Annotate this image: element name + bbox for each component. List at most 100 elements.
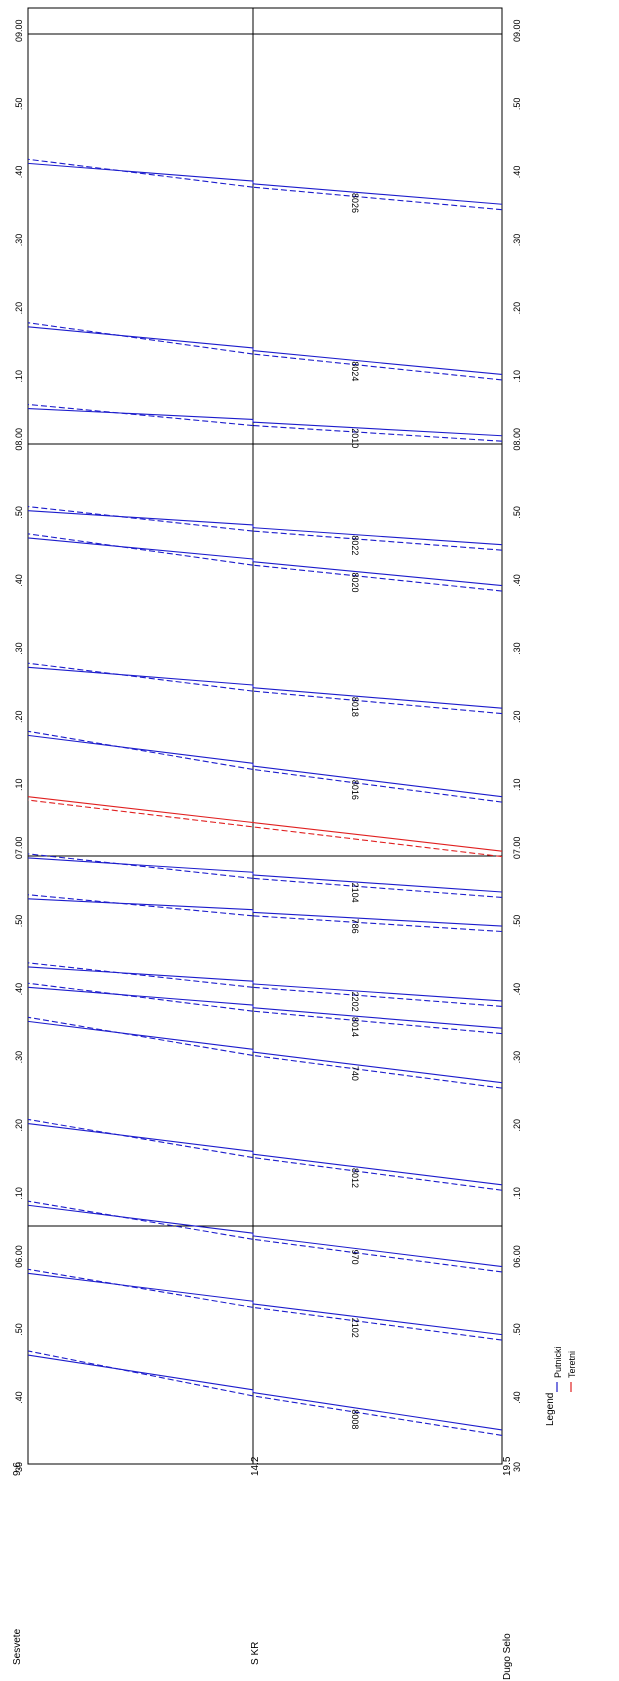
station-label-sesvete: Sesvete <box>12 1628 23 1665</box>
time-tick-label: .30 <box>512 1051 522 1064</box>
train-path <box>252 1235 503 1268</box>
station-km-skr: 14.2 <box>250 1456 261 1476</box>
time-tick-label: .50 <box>14 1323 24 1336</box>
train-path-planned <box>27 982 254 1012</box>
train-path-planned <box>27 1200 254 1240</box>
train-path <box>27 1272 254 1302</box>
time-tick-label: 06.00 <box>512 1245 522 1268</box>
train-path-planned <box>27 403 254 427</box>
train-number-label: 970 <box>350 1250 360 1265</box>
train-path <box>27 666 254 686</box>
time-tick-label: 07.00 <box>512 837 522 860</box>
train-path-planned <box>27 894 254 917</box>
train-number-label: 2202 <box>350 992 360 1012</box>
time-tick-label: 06.00 <box>14 1245 24 1268</box>
time-tick-label: .50 <box>512 915 522 928</box>
train-path <box>252 1153 503 1186</box>
train-path <box>27 1204 254 1234</box>
train-path <box>27 734 254 764</box>
time-tick-label: .20 <box>14 302 24 315</box>
train-number-label: 8016 <box>350 780 360 800</box>
train-number-label: 2010 <box>350 428 360 448</box>
time-tick-label: .50 <box>512 1323 522 1336</box>
train-path-planned <box>252 564 503 592</box>
time-tick-label: .30 <box>14 234 24 247</box>
train-path-planned <box>252 690 503 715</box>
time-tick-label: .20 <box>512 710 522 723</box>
legend-title: Legend <box>545 1393 556 1426</box>
time-tick-label: .30 <box>14 1051 24 1064</box>
train-path <box>27 857 254 873</box>
train-numbers: 8008 2102 970 8012 740 8014 2202 786 2104 8016 801… <box>350 193 360 1429</box>
time-tick-label: .10 <box>14 370 24 383</box>
train-path <box>252 183 503 205</box>
time-ticks-left: 30 .40 .50 06.00 .10 .20 .30 .40 .50 07.00 .10 .20.… <box>14 19 24 1472</box>
train-path <box>27 537 254 560</box>
time-tick-label: 09.00 <box>512 19 522 42</box>
time-tick-label: .40 <box>512 983 522 996</box>
time-tick-label: .30 <box>512 234 522 247</box>
train-path-planned <box>27 533 254 566</box>
train-path-planned <box>252 986 503 1007</box>
train-path-planned <box>252 1306 503 1341</box>
time-tick-label: 30 <box>14 1462 24 1472</box>
train-path <box>252 1391 503 1431</box>
train-path-planned <box>252 768 503 803</box>
time-tick-label: .40 <box>14 1391 24 1404</box>
train-path <box>27 407 254 420</box>
train-path <box>27 510 254 526</box>
train-path-planned <box>27 662 254 692</box>
time-tick-label: .50 <box>14 915 24 928</box>
train-path-planned <box>27 962 254 988</box>
train-path <box>252 1051 503 1084</box>
time-tick-label: .40 <box>512 574 522 587</box>
time-tick-label: .30 <box>14 642 24 655</box>
train-number-label: 8014 <box>350 1017 360 1037</box>
train-path-planned <box>27 506 254 532</box>
time-tick-label: .20 <box>14 1119 24 1132</box>
train-lines <box>27 158 503 1436</box>
train-number-label: 786 <box>350 919 360 934</box>
station-km-dugo-selo: 19.5 <box>502 1456 513 1476</box>
train-number-label: 8012 <box>350 1168 360 1188</box>
train-path <box>27 898 254 911</box>
time-tick-label: 07.00 <box>14 837 24 860</box>
time-tick-label: .40 <box>14 574 24 587</box>
time-tick-label: 09.00 <box>14 19 24 42</box>
station-label-dugo-selo: Dugo Selo <box>502 1633 513 1680</box>
train-number-label: 2104 <box>350 883 360 903</box>
time-tick-label: .40 <box>512 166 522 179</box>
time-ticks-right: 30 .40 .50 06.00 .10 .20 .30 .40 .50 07.00 .10 .20.… <box>512 19 522 1472</box>
train-path <box>252 765 503 798</box>
train-path <box>252 911 503 927</box>
time-tick-label: 30 <box>512 1462 522 1472</box>
time-tick-label: .40 <box>512 1391 522 1404</box>
train-path <box>27 1020 254 1050</box>
train-path <box>252 874 503 893</box>
train-path-planned <box>27 730 254 770</box>
freight-path-planned <box>27 799 503 858</box>
train-path-planned <box>252 1010 503 1035</box>
time-tick-label: .10 <box>512 779 522 792</box>
time-tick-label: .50 <box>14 98 24 111</box>
time-tick-label: .20 <box>512 302 522 315</box>
plot-frame <box>27 7 503 1465</box>
time-tick-label: .20 <box>512 1119 522 1132</box>
time-tick-label: 08.00 <box>14 428 24 451</box>
legend-label-passenger: Putnicki <box>553 1346 563 1378</box>
train-path <box>252 527 503 546</box>
train-number-label: 8008 <box>350 1409 360 1429</box>
train-path <box>252 687 503 709</box>
time-tick-label: .40 <box>14 983 24 996</box>
train-path-planned <box>252 353 503 381</box>
time-tick-label: .50 <box>14 506 24 519</box>
train-path-planned <box>27 1016 254 1056</box>
time-tick-label: .40 <box>14 166 24 179</box>
time-tick-label: .10 <box>512 370 522 383</box>
train-number-label: 8022 <box>350 535 360 555</box>
station-label-skr: S KR <box>250 1642 261 1665</box>
train-path-planned <box>252 424 503 442</box>
train-path <box>27 1354 254 1391</box>
train-path-planned <box>27 1350 254 1397</box>
